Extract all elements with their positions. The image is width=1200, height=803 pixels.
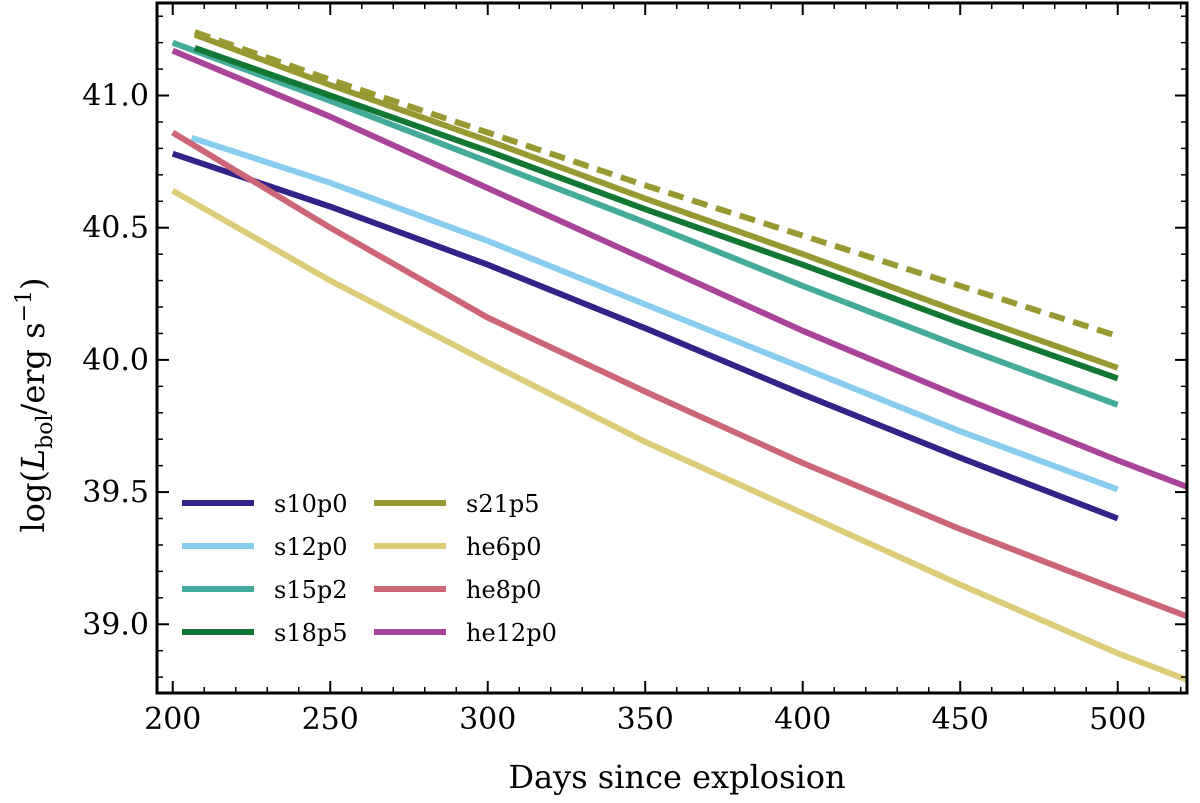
series-layer (171, 29, 1189, 683)
series-line-s18p5 (193, 45, 1119, 382)
x-tick-label: 450 (932, 702, 989, 737)
y-axis-title-subscript: bol (33, 414, 58, 448)
legend-label-s15p2: s15p2 (274, 576, 348, 604)
series-line-s15p2 (171, 39, 1119, 408)
y-tick-label: 40.5 (82, 211, 149, 246)
series-line-he6p0 (171, 188, 1189, 683)
x-tick-label: 350 (617, 702, 674, 737)
y-tick-label: 39.5 (82, 475, 149, 510)
series-line-s21p5 (193, 31, 1119, 371)
legend-label-he12p0: he12p0 (466, 619, 557, 647)
legend-label-s21p5: s21p5 (466, 490, 540, 518)
legend-label-s12p0: s12p0 (274, 533, 348, 561)
y-axis-title-prefix: log( (14, 470, 52, 532)
x-tick-label: 200 (144, 702, 201, 737)
legend: s10p0 s12p0 s15p2 s18p5 s21p5 he6p0 he8p0 he12p… (182, 490, 557, 647)
x-tick-label: 400 (774, 702, 831, 737)
x-axis-title: Days since explosion (508, 758, 845, 796)
y-axis-title-symbol: L (14, 449, 52, 471)
x-tick-label: 500 (1089, 702, 1146, 737)
x-tick-label: 300 (459, 702, 516, 737)
series-line-s21p5-dashed (193, 29, 1119, 339)
plot-frame (155, 1, 1189, 695)
series-line-he12p0 (171, 47, 1189, 490)
y-axis-title-suffix: ) (14, 277, 52, 289)
y-tick-label: 39.0 (82, 607, 149, 642)
series-line-s12p0 (190, 134, 1119, 493)
y-axis-title-superscript: −1 (12, 290, 37, 322)
y-tick-label: 40.0 (82, 343, 149, 378)
y-axis-title: log(Lbol/erg s−1) (12, 277, 58, 532)
legend-label-he6p0: he6p0 (466, 533, 542, 561)
legend-label-he8p0: he8p0 (466, 576, 542, 604)
x-tick-label: 250 (302, 702, 359, 737)
y-tick-label: 41.0 (82, 79, 149, 114)
ticks-layer: 200 250 300 350 400 450 500 39.0 39.5 40.0 40.5 41.… (82, 3, 1187, 737)
series-line-he8p0 (171, 129, 1189, 620)
legend-label-s10p0: s10p0 (274, 490, 348, 518)
y-axis-title-unit: /erg s (14, 322, 52, 414)
legend-label-s18p5: s18p5 (274, 619, 348, 647)
series-line-s10p0 (171, 150, 1119, 522)
